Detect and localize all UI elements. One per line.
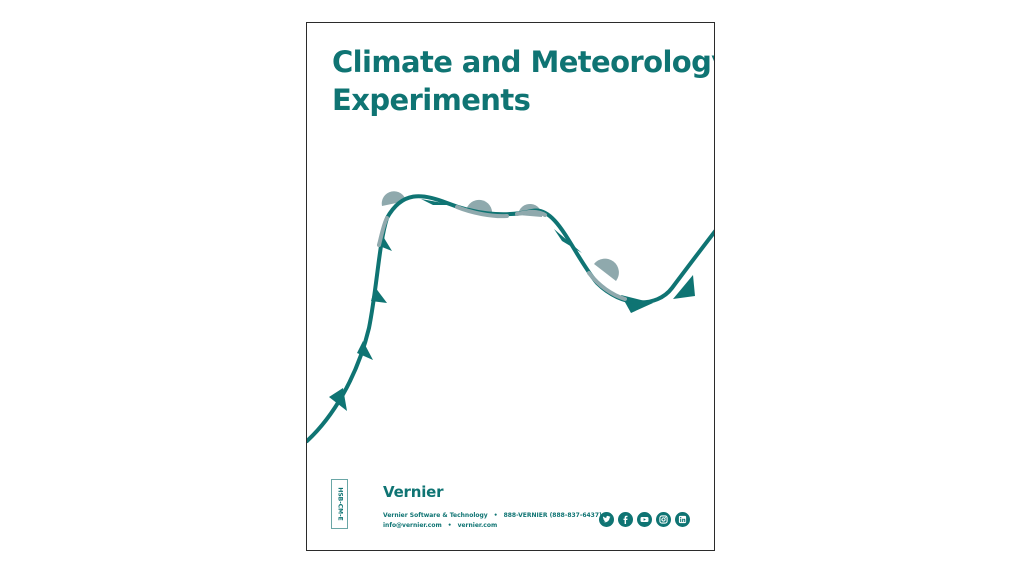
youtube-icon[interactable] <box>637 512 652 527</box>
title-line-2: Experiments <box>332 83 531 117</box>
title-line-1: Climate and Meteorology <box>332 45 715 79</box>
product-code-box: HSB-CM-E <box>331 479 348 529</box>
email-link[interactable]: info@vernier.com <box>383 522 442 529</box>
contact-line-2: info@vernier.com • vernier.com <box>383 522 498 529</box>
front-line-warm-segment <box>587 271 627 301</box>
front-line <box>307 194 714 443</box>
instagram-icon[interactable] <box>656 512 671 527</box>
front-line-warm-segment <box>515 209 547 217</box>
twitter-icon[interactable] <box>599 512 614 527</box>
social-icons <box>599 512 690 527</box>
cold-front-triangle <box>673 275 695 299</box>
front-line-warm-segment <box>455 205 509 219</box>
document-page: Climate and Meteorology Experiments <box>306 22 715 551</box>
warm-front-semicircle <box>381 191 406 206</box>
linkedin-icon[interactable] <box>675 512 690 527</box>
phone-number[interactable]: 888-VERNIER (888-837-6437) <box>503 512 602 519</box>
product-code: HSB-CM-E <box>336 487 343 521</box>
vernier-logo: Vernier <box>383 483 444 501</box>
website-link[interactable]: vernier.com <box>457 522 498 529</box>
front-line-warm-segment <box>377 216 389 247</box>
cold-front-triangle <box>357 341 373 360</box>
warm-front-semicircle <box>594 258 619 281</box>
page-title: Climate and Meteorology Experiments <box>332 43 715 119</box>
weather-front-illustration <box>307 191 714 443</box>
contact-line-1: Vernier Software & Technology • 888-VERNIE… <box>383 512 602 519</box>
company-name: Vernier Software & Technology <box>383 512 488 519</box>
facebook-icon[interactable] <box>618 512 633 527</box>
